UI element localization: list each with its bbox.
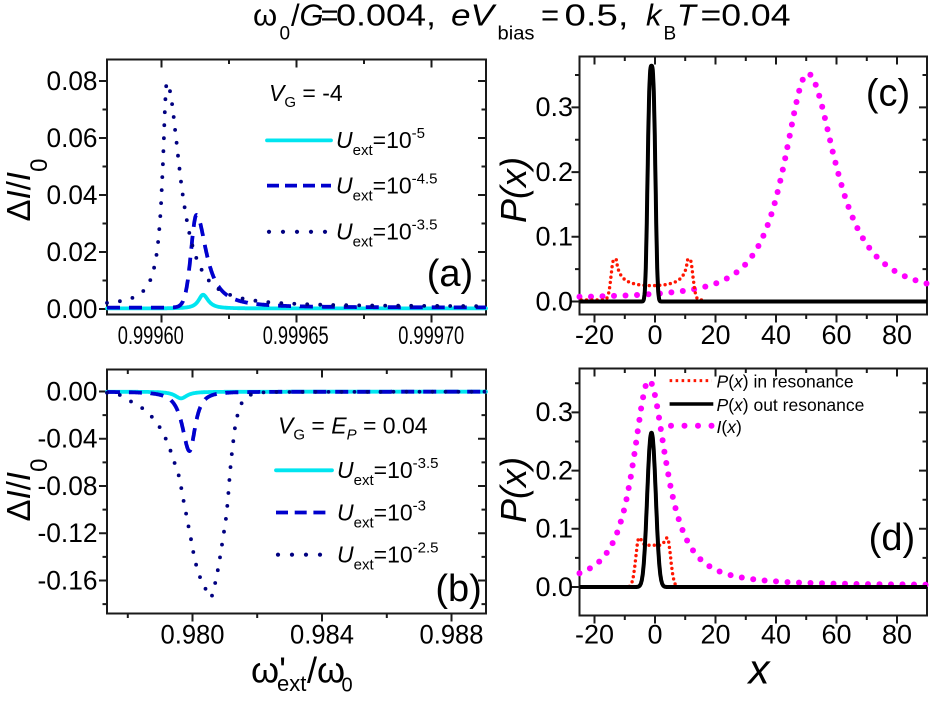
svg-text:0: 0	[342, 675, 353, 697]
svg-text:0.1: 0.1	[535, 514, 573, 544]
svg-text:(d): (d)	[869, 517, 915, 559]
svg-text:P(x) in resonance: P(x) in resonance	[717, 372, 854, 392]
svg-text:40: 40	[761, 320, 791, 350]
svg-text:20: 20	[700, 620, 730, 650]
svg-text:0.984: 0.984	[290, 620, 354, 650]
svg-text:0.00: 0.00	[47, 294, 98, 324]
svg-text:0.99970: 0.99970	[398, 322, 464, 350]
svg-text:k: k	[646, 0, 663, 33]
svg-text:0.00: 0.00	[47, 376, 98, 406]
svg-text:-0.12: -0.12	[38, 518, 98, 548]
svg-text:T: T	[677, 0, 698, 33]
svg-text:/ω: /ω	[307, 650, 345, 691]
svg-text:(b): (b)	[435, 568, 481, 610]
svg-text:=: =	[321, 0, 339, 33]
svg-text:Uext=10-3: Uext=10-3	[337, 498, 426, 532]
svg-text:0.2: 0.2	[535, 157, 573, 187]
svg-text:=: =	[541, 0, 559, 33]
svg-text:0.3: 0.3	[535, 92, 573, 122]
svg-text:bias: bias	[498, 24, 535, 45]
svg-text:60: 60	[821, 320, 851, 350]
svg-text:=0.04: =0.04	[701, 0, 791, 33]
svg-text:x: x	[747, 646, 772, 693]
svg-text:P(x): P(x)	[493, 157, 534, 223]
svg-text:VG = EP = 0.04: VG = EP = 0.04	[278, 413, 428, 444]
svg-text:-20: -20	[575, 620, 614, 650]
svg-text:0.2: 0.2	[535, 455, 573, 485]
svg-text:0: 0	[280, 24, 291, 45]
svg-text:0: 0	[647, 620, 662, 650]
svg-text:B: B	[664, 24, 677, 45]
svg-text:0.0: 0.0	[535, 572, 573, 602]
svg-text:0.08: 0.08	[47, 66, 98, 96]
svg-text:-0.04: -0.04	[38, 424, 98, 454]
svg-text:eV: eV	[451, 0, 498, 33]
svg-text:0.3: 0.3	[535, 397, 573, 427]
svg-text:VG = -4: VG = -4	[269, 80, 343, 111]
svg-text:40: 40	[761, 620, 791, 650]
svg-text:80: 80	[882, 620, 912, 650]
svg-text:0.99965: 0.99965	[263, 322, 329, 350]
svg-text:0.0: 0.0	[535, 286, 573, 316]
svg-text:-20: -20	[575, 320, 614, 350]
svg-text:Uext=10-4.5: Uext=10-4.5	[336, 171, 438, 205]
svg-text:0.02: 0.02	[47, 237, 98, 267]
svg-text:/: /	[291, 0, 300, 33]
svg-text:20: 20	[700, 320, 730, 350]
svg-text:0.06: 0.06	[47, 123, 98, 153]
svg-text:-0.08: -0.08	[38, 471, 98, 501]
svg-text:(c): (c)	[866, 73, 910, 115]
svg-text:ext: ext	[277, 671, 306, 696]
svg-text:80: 80	[882, 320, 912, 350]
svg-text:G: G	[300, 0, 324, 33]
svg-text:0.99960: 0.99960	[118, 322, 184, 350]
svg-text:0.1: 0.1	[535, 222, 573, 252]
svg-text:0.04: 0.04	[47, 180, 98, 210]
svg-text:I(x): I(x)	[717, 417, 742, 437]
svg-text:Uext=10-3.5: Uext=10-3.5	[337, 455, 439, 489]
svg-text:Uext=10-3.5: Uext=10-3.5	[336, 217, 438, 251]
svg-text:0: 0	[647, 320, 662, 350]
svg-text:0.980: 0.980	[161, 620, 225, 650]
svg-text:ω: ω	[253, 0, 277, 33]
svg-text:(a): (a)	[427, 253, 473, 295]
svg-text:0.5,: 0.5,	[565, 0, 629, 33]
svg-text:ω': ω'	[251, 650, 286, 691]
svg-text:0.004,: 0.004,	[336, 0, 436, 33]
svg-text:Uext=10-5: Uext=10-5	[336, 125, 425, 159]
svg-text:-0.16: -0.16	[38, 565, 98, 595]
svg-text:P(x): P(x)	[493, 457, 534, 523]
svg-text:P(x) out resonance: P(x) out resonance	[717, 395, 865, 415]
svg-text:60: 60	[821, 620, 851, 650]
svg-text:Uext=10-2.5: Uext=10-2.5	[337, 540, 439, 574]
svg-text:0.988: 0.988	[420, 620, 484, 650]
